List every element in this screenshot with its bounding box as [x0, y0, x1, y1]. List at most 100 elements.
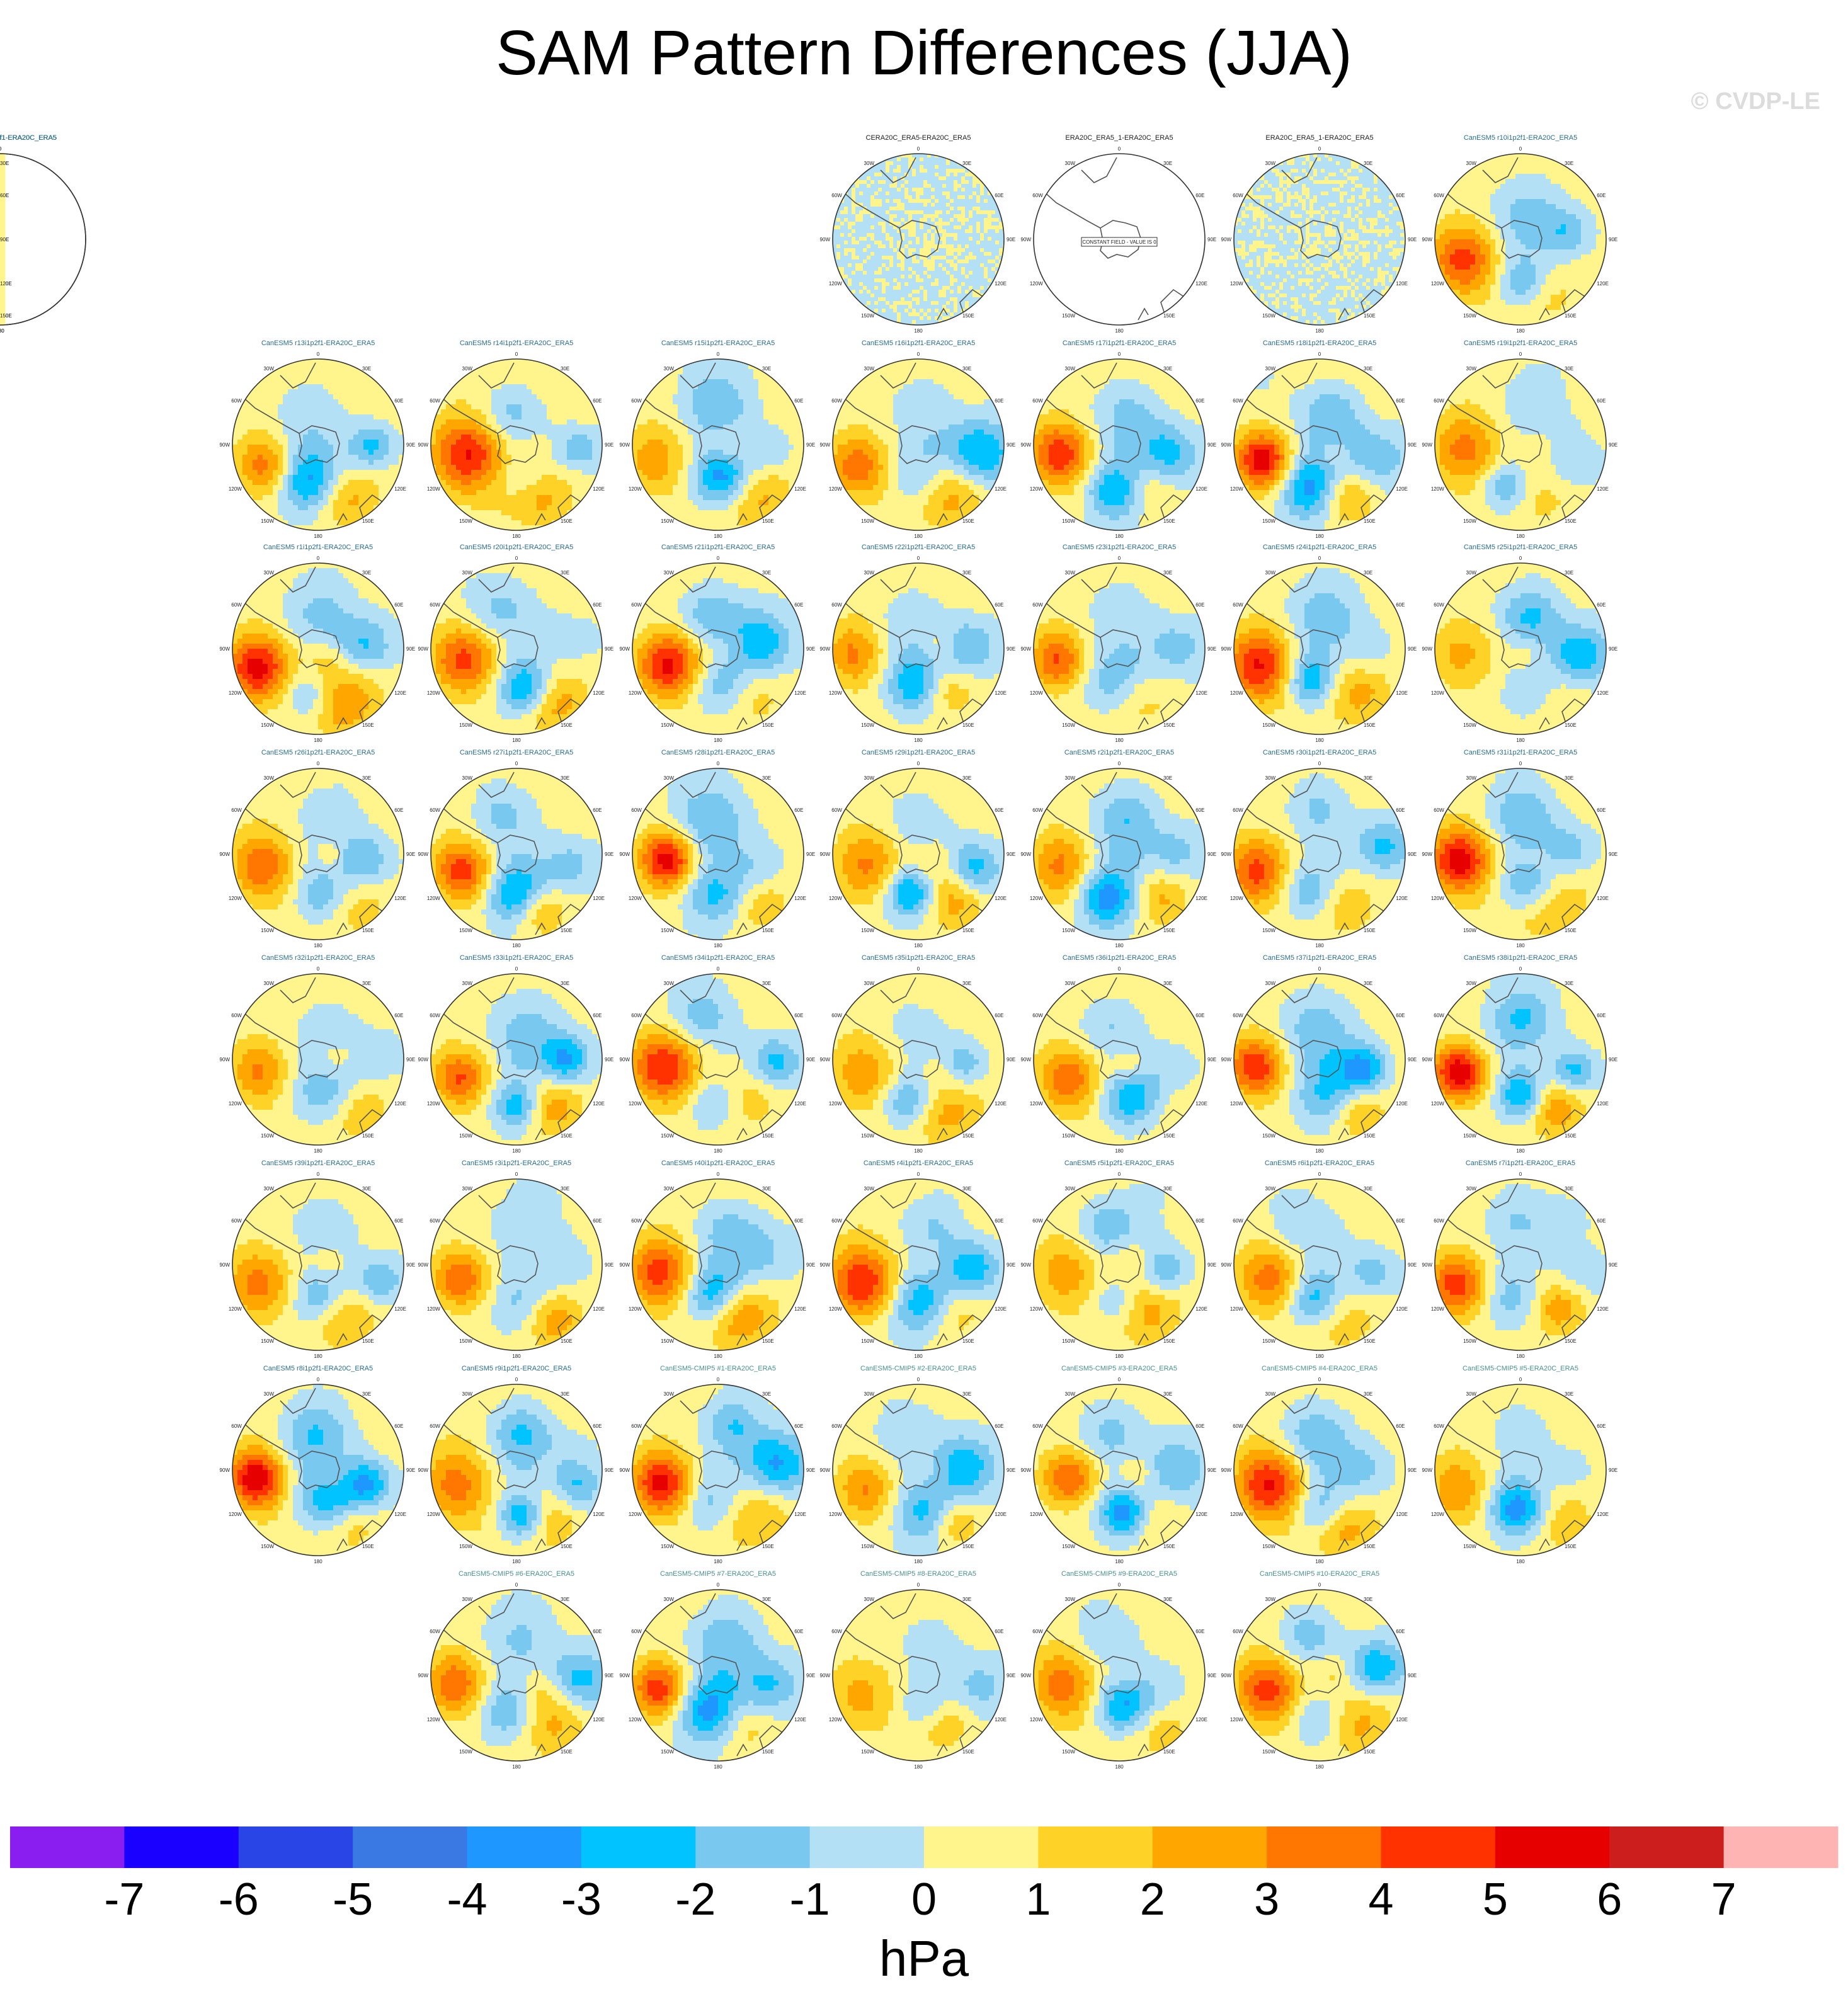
map-panel: CanESM5 r34i1p2f1-ERA20C_ERA5 0 180 30W 60W 9…	[620, 954, 816, 1154]
lon-label-right: 30E	[1364, 1186, 1372, 1192]
lon-label-right: 120E	[1195, 281, 1207, 287]
lon-label-left: 60W	[430, 807, 440, 813]
lon-label-top: 0	[317, 1377, 320, 1382]
lon-label-left: 90W	[220, 646, 231, 652]
lon-label-left: 30W	[264, 366, 275, 372]
lon-label-right: 90E	[1609, 442, 1617, 448]
lon-label-left: 90W	[1221, 1262, 1232, 1268]
lon-label-left: 120W	[629, 1306, 642, 1312]
map-panel: CanESM5 r7i1p2f1-ERA20C_ERA5 0 180 30W 60W 90…	[1422, 1159, 1618, 1359]
lon-label-left: 30W	[1065, 1391, 1076, 1397]
lon-label-left: 120W	[427, 896, 440, 901]
lon-label-right: 30E	[561, 775, 569, 781]
lon-label-right: 60E	[794, 398, 803, 404]
lon-label-left: 60W	[430, 1218, 440, 1224]
lon-label-left: 60W	[831, 807, 842, 813]
lon-label-right: 120E	[1195, 486, 1207, 492]
lon-label-left: 30W	[1466, 981, 1477, 986]
lon-label-bottom: 180	[714, 1559, 722, 1564]
map-panel: CanESM5-CMIP5 #6-ERA20C_ERA5 0 180 30W 60W 90…	[418, 1570, 614, 1770]
lon-label-left: 150W	[1463, 1338, 1476, 1344]
panel-title: CanESM5 r26i1p2f1-ERA20C_ERA5	[261, 749, 375, 756]
lon-label-bottom: 180	[314, 1353, 322, 1359]
colorbar-swatch	[1381, 1826, 1496, 1868]
lon-label-left: 90W	[620, 1673, 630, 1678]
lon-label-right: 120E	[1195, 1306, 1207, 1312]
map-panel: CanESM5 r2i1p2f1-ERA20C_ERA5 0 180 30W 60W 90…	[1021, 749, 1217, 949]
lon-label-left: 60W	[1032, 398, 1043, 404]
lon-label-right: 90E	[406, 1467, 415, 1473]
map-border	[232, 358, 404, 531]
lon-label-left: 60W	[430, 602, 440, 608]
lon-label-left: 30W	[1065, 366, 1076, 372]
lon-label-right: 60E	[794, 1423, 803, 1429]
lon-label-top: 0	[0, 146, 2, 152]
lon-label-left: 60W	[1434, 1013, 1444, 1018]
lon-label-left: 150W	[459, 722, 472, 728]
lon-label-left: 60W	[1032, 1629, 1043, 1634]
lon-label-top: 0	[317, 966, 320, 972]
colorbar-tick-label: 3	[1254, 1874, 1279, 1925]
map-border	[1033, 562, 1206, 735]
lon-label-right: 120E	[1396, 281, 1408, 287]
lon-label-top: 0	[515, 966, 518, 972]
contour-field	[1234, 563, 1405, 734]
lon-label-left: 60W	[1233, 398, 1243, 404]
lon-label-right: 30E	[1163, 775, 1172, 781]
panel-title: CanESM5-CMIP5 #4-ERA20C_ERA5	[1262, 1365, 1377, 1372]
lon-label-right: 60E	[394, 602, 403, 608]
lon-label-bottom: 180	[714, 533, 722, 539]
map-border	[832, 768, 1005, 940]
map-border	[430, 1178, 603, 1351]
colorbar-unit-label: hPa	[0, 1927, 1848, 1990]
lon-label-left: 120W	[427, 1512, 440, 1517]
panel-title: CanESM5 r8i1p2f1-ERA20C_ERA5	[263, 1365, 373, 1372]
lon-label-right: 30E	[362, 1391, 371, 1397]
lon-label-left: 120W	[229, 896, 242, 901]
lon-label-right: 60E	[593, 807, 602, 813]
lon-label-right: 60E	[1597, 398, 1606, 404]
map-border	[0, 153, 86, 326]
lon-label-bottom: 180	[714, 1353, 722, 1359]
map-panel: CanESM5 r27i1p2f1-ERA20C_ERA5 0 180 30W 60W 9…	[418, 749, 614, 949]
colorbar-swatch	[10, 1826, 125, 1868]
lon-label-right: 60E	[394, 1423, 403, 1429]
lon-label-right: 150E	[1565, 722, 1577, 728]
lon-label-left: 150W	[861, 928, 874, 933]
lon-label-right: 90E	[806, 1673, 815, 1678]
lon-label-right: 150E	[1565, 1544, 1577, 1549]
lon-label-right: 120E	[1597, 1512, 1609, 1517]
map-panel: CanESM5 r10i1p2f1-ERA20C_ERA5 0 180 30W 60W 9…	[1422, 134, 1618, 334]
lon-label-top: 0	[515, 1377, 518, 1382]
panel-title: CanESM5 r20i1p2f1-ERA20C_ERA5	[460, 544, 573, 551]
lon-label-left: 120W	[1431, 486, 1444, 492]
lon-label-left: 60W	[1032, 193, 1043, 198]
lon-label-right: 60E	[1396, 1629, 1405, 1634]
panel-title: CanESM5 r19i1p2f1-ERA20C_ERA5	[1464, 339, 1577, 347]
map-border	[1033, 358, 1206, 531]
lon-label-left: 120W	[1230, 690, 1243, 696]
map-border	[1434, 1178, 1607, 1351]
lon-label-left: 120W	[829, 690, 842, 696]
lon-label-left: 30W	[1466, 161, 1477, 166]
map-panel: ERA20C_ERA5_1-ERA20C_ERA5 0 180 30W 60W 90W 12…	[1021, 134, 1217, 334]
lon-label-right: 150E	[0, 313, 12, 319]
lon-label-bottom: 180	[1516, 533, 1525, 539]
map-panel: CanESM5 r18i1p2f1-ERA20C_ERA5 0 180 30W 60W 9…	[1221, 339, 1417, 539]
lon-label-right: 150E	[1163, 1544, 1175, 1549]
contour-field	[431, 359, 602, 530]
lon-label-bottom: 180	[714, 943, 722, 949]
lon-label-right: 150E	[362, 1338, 374, 1344]
panel-title: CanESM5 r32i1p2f1-ERA20C_ERA5	[261, 954, 375, 962]
lon-label-bottom: 180	[314, 943, 322, 949]
lon-label-right: 120E	[995, 281, 1007, 287]
map-border	[1033, 153, 1206, 326]
lon-label-top: 0	[917, 146, 920, 152]
map-border	[1434, 973, 1607, 1146]
lon-label-right: 120E	[1396, 896, 1408, 901]
lon-label-left: 120W	[1030, 1306, 1043, 1312]
lon-label-left: 120W	[1230, 1717, 1243, 1723]
lon-label-right: 90E	[1207, 1673, 1216, 1678]
lon-label-right: 90E	[1408, 1467, 1417, 1473]
lon-label-left: 120W	[629, 1717, 642, 1723]
